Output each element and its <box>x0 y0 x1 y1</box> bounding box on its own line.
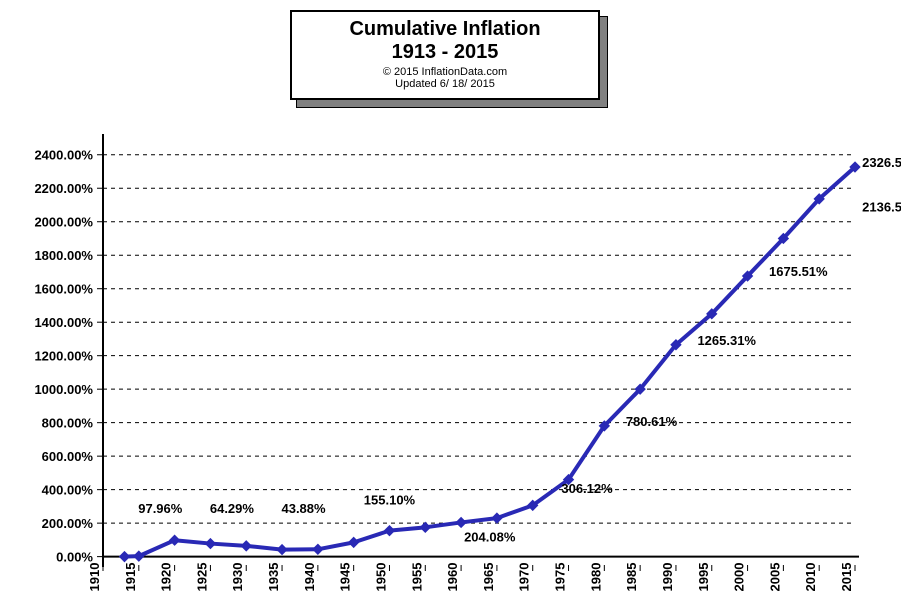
data-point-label: 204.08% <box>464 530 516 545</box>
x-tick-label: 1965 <box>481 563 496 592</box>
x-tick-label: 1990 <box>660 563 675 592</box>
chart-svg: 1910 1915 1920 1925 1930 1935 1940 1945 1950 1955… <box>0 0 901 614</box>
x-tick-label: 1940 <box>302 563 317 592</box>
x-tick-label: 2005 <box>767 563 782 592</box>
data-point-label: 97.96% <box>138 501 183 516</box>
x-tick-label: 1950 <box>373 563 388 592</box>
y-tick-label: 1200.00% <box>34 349 93 364</box>
y-tick-label: 400.00% <box>42 483 94 498</box>
data-line <box>124 167 855 557</box>
data-point-label: 155.10% <box>364 493 416 508</box>
y-tick-label: 1000.00% <box>34 382 93 397</box>
y-tick-label: 2000.00% <box>34 215 93 230</box>
chart-container: Cumulative Inflation 1913 - 2015 © 2015 … <box>0 0 901 614</box>
y-tick-label: 1800.00% <box>34 248 93 263</box>
y-tick-label: 1400.00% <box>34 315 93 330</box>
x-tick-label: 1955 <box>409 563 424 592</box>
x-tick-label: 1920 <box>159 563 174 592</box>
y-tick-label: 800.00% <box>42 416 94 431</box>
x-tick-label: 1910 <box>87 563 102 592</box>
y-tick-label: 200.00% <box>42 516 94 531</box>
y-tick-label: 2200.00% <box>34 181 93 196</box>
y-tick-label: 1600.00% <box>34 282 93 297</box>
x-tick-label: 1925 <box>194 563 209 592</box>
x-tick-label: 2000 <box>732 563 747 592</box>
x-tick-label: 1980 <box>588 563 603 592</box>
x-tick-label: 2015 <box>839 563 854 592</box>
x-tick-label: 1995 <box>696 563 711 592</box>
y-tick-label: 2400.00% <box>34 148 93 163</box>
x-tick-label: 1970 <box>517 563 532 592</box>
data-point-label: 306.12% <box>561 481 613 496</box>
x-tick-label: 1935 <box>266 563 281 592</box>
x-tick-label: 1975 <box>553 563 568 592</box>
x-tick-label: 1945 <box>338 563 353 592</box>
data-labels: 97.96% 64.29% 43.88% 155.10% 204.08% 306.12% 7… <box>138 155 901 544</box>
data-point-label: 1265.31% <box>697 333 756 348</box>
x-tick-label: 1930 <box>230 563 245 592</box>
data-point-label: 2136.52% <box>862 200 901 215</box>
x-tick-label: 2010 <box>803 563 818 592</box>
y-tick-label: 600.00% <box>42 449 94 464</box>
data-point-label: 1675.51% <box>769 264 828 279</box>
data-point-label: 2326.58% <box>862 155 901 170</box>
y-tick-label: 0.00% <box>56 550 93 565</box>
x-tick-label: 1985 <box>624 563 639 592</box>
data-point-label: 43.88% <box>281 501 326 516</box>
x-ticks: 1910 1915 1920 1925 1930 1935 1940 1945 1950 1955… <box>87 563 855 592</box>
y-ticks: 0.00% 200.00% 400.00% 600.00% 800.00% 1000.00… <box>34 148 103 565</box>
data-point-label: 780.61% <box>626 414 678 429</box>
data-point-label: 64.29% <box>210 501 255 516</box>
x-tick-label: 1960 <box>445 563 460 592</box>
x-tick-label: 1915 <box>123 563 138 592</box>
